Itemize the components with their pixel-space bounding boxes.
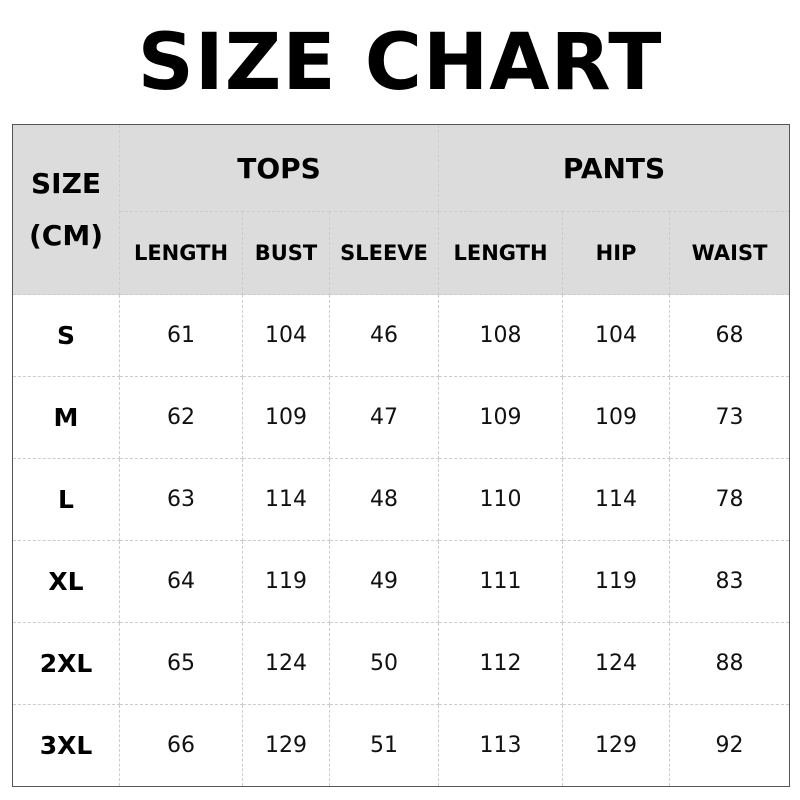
value-cell: 129 (242, 704, 330, 787)
table-row: XL 64 119 49 111 119 83 (12, 540, 791, 623)
value-cell: 114 (242, 458, 330, 541)
value-cell: 119 (242, 540, 330, 623)
value-cell: 78 (669, 458, 791, 541)
value-cell: 119 (562, 540, 671, 623)
column-header: SLEEVE (328, 211, 440, 295)
value-cell: 50 (328, 622, 440, 705)
column-header: LENGTH (119, 211, 243, 295)
size-header-line2: (CM) (28, 218, 103, 252)
size-cell: L (12, 458, 120, 541)
value-cell: 111 (438, 540, 564, 623)
value-cell: 114 (562, 458, 671, 541)
table-row: S 61 104 46 108 104 68 (12, 294, 791, 377)
value-cell: 92 (669, 704, 791, 787)
table-row: 3XL 66 129 51 113 129 92 (12, 704, 791, 787)
value-cell: 124 (242, 622, 330, 705)
value-cell: 47 (328, 376, 440, 459)
size-cell: M (12, 376, 120, 459)
size-cell: S (12, 294, 120, 377)
value-cell: 109 (438, 376, 564, 459)
column-header: BUST (242, 211, 330, 295)
value-cell: 104 (562, 294, 671, 377)
value-cell: 109 (562, 376, 671, 459)
table-row: M 62 109 47 109 109 73 (12, 376, 791, 459)
size-cell: 3XL (12, 704, 120, 787)
size-header-line1: SIZE (30, 166, 101, 200)
value-cell: 109 (242, 376, 330, 459)
value-cell: 73 (669, 376, 791, 459)
table-row: L 63 114 48 110 114 78 (12, 458, 791, 541)
value-cell: 66 (119, 704, 243, 787)
value-cell: 124 (562, 622, 671, 705)
value-cell: 49 (328, 540, 440, 623)
column-header: LENGTH (438, 211, 564, 295)
value-cell: 46 (328, 294, 440, 377)
value-cell: 51 (328, 704, 440, 787)
size-chart-table: SIZE (CM) TOPS PANTS LENGTH BUST SLEEVE … (12, 124, 791, 787)
value-cell: 65 (119, 622, 243, 705)
value-cell: 104 (242, 294, 330, 377)
value-cell: 88 (669, 622, 791, 705)
value-cell: 48 (328, 458, 440, 541)
value-cell: 63 (119, 458, 243, 541)
size-header: SIZE (CM) (12, 124, 120, 295)
value-cell: 83 (669, 540, 791, 623)
value-cell: 64 (119, 540, 243, 623)
tops-group-header: TOPS (118, 124, 440, 212)
size-cell: 2XL (12, 622, 120, 705)
value-cell: 129 (562, 704, 671, 787)
column-header: HIP (562, 211, 671, 295)
value-cell: 112 (438, 622, 564, 705)
value-cell: 68 (669, 294, 791, 377)
value-cell: 61 (119, 294, 243, 377)
value-cell: 113 (438, 704, 564, 787)
value-cell: 110 (438, 458, 564, 541)
pants-group-header: PANTS (438, 124, 791, 212)
column-header: WAIST (669, 211, 791, 295)
value-cell: 108 (438, 294, 564, 377)
table-row: 2XL 65 124 50 112 124 88 (12, 622, 791, 705)
page-title: SIZE CHART (137, 18, 663, 108)
size-cell: XL (12, 540, 120, 623)
value-cell: 62 (119, 376, 243, 459)
